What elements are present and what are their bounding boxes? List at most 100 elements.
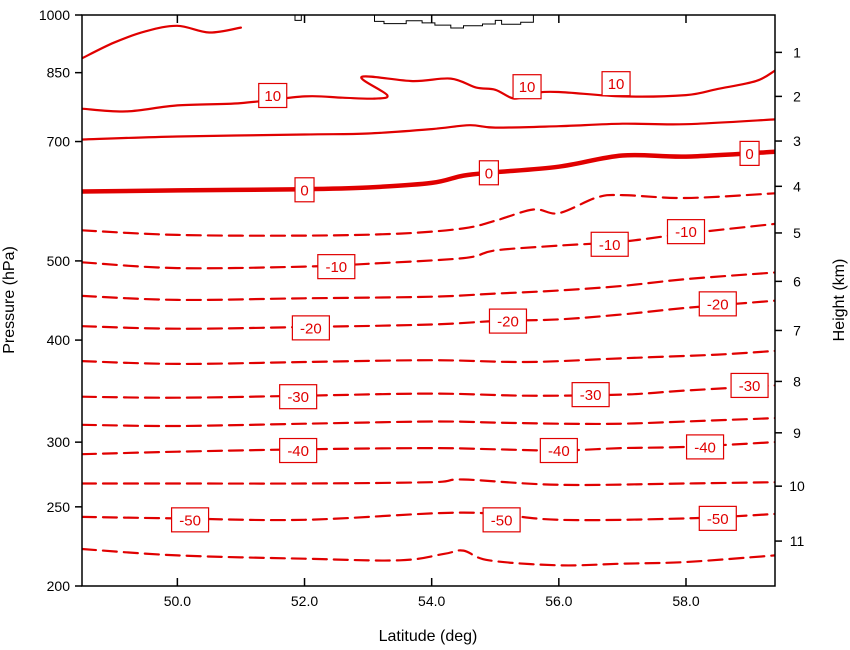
contour-label-text: -40 (548, 443, 570, 460)
contour-label-box (698, 291, 737, 317)
contour-label-text: -10 (599, 237, 621, 254)
y-tick-label: 400 (47, 332, 71, 348)
x-axis-title: Latitude (deg) (379, 628, 478, 645)
contour-line (82, 149, 775, 194)
contour-line (82, 299, 775, 330)
contour-label-box (666, 219, 706, 245)
contour-label: -10 (666, 219, 706, 245)
contour-label-box (571, 382, 610, 408)
contour-labels: -50 -50 -50 -40 -40 -40 -30 -30 -30 -20 -20 -20 -10 -… (170, 71, 769, 533)
y-tick-label: 850 (47, 65, 71, 81)
contour-line (82, 118, 775, 141)
contour-label-box (482, 507, 521, 533)
contour-label-box (294, 177, 315, 203)
contour-label: -30 (279, 384, 318, 410)
contour-label-box (590, 231, 629, 257)
plot-frame (81, 14, 776, 587)
contour-label-text: -20 (707, 296, 729, 313)
contour-label-text: -30 (580, 387, 602, 404)
right-tick-label: 4 (793, 178, 801, 194)
contour-label: -30 (571, 382, 610, 408)
contour-line (82, 417, 775, 428)
contour-label-text: 10 (264, 88, 281, 105)
contour-line (82, 24, 242, 60)
contour-line (82, 222, 775, 270)
right-tick-label: 1 (793, 44, 801, 60)
right-axis-title: Height (km) (831, 259, 848, 342)
contour-label: 10 (258, 82, 288, 109)
x-tick-label: 54.0 (418, 593, 445, 609)
contour-label: -40 (279, 437, 318, 464)
contour-label-box (539, 437, 578, 464)
contour-label: 0 (478, 160, 499, 186)
x-tick-label: 56.0 (545, 593, 572, 609)
contour-label-text: -50 (491, 512, 513, 529)
x-tick-label: 50.0 (164, 593, 191, 609)
right-tick-label: 6 (793, 273, 801, 289)
contour-line (82, 192, 775, 237)
contour-label: 10 (601, 71, 631, 97)
contour-label-text: -10 (325, 259, 347, 276)
contour-label: -10 (317, 254, 356, 280)
contour-label-box (279, 384, 318, 410)
contour-label-text: -20 (497, 314, 519, 331)
contour-label-box (512, 74, 542, 100)
contour-label: 0 (294, 177, 315, 203)
contour-label: -50 (482, 507, 521, 533)
contour-label: -10 (590, 231, 629, 257)
contour-label: -40 (685, 434, 725, 460)
terrain-outline (294, 15, 534, 29)
contour-label-box (279, 437, 318, 464)
right-tick-label: 3 (793, 133, 801, 149)
contour-label-box (258, 82, 288, 109)
contour-label-text: -30 (287, 389, 309, 406)
contour-line (82, 547, 775, 567)
right-tick-label: 2 (793, 88, 801, 104)
contour-label: -50 (170, 507, 210, 533)
contour-label: 0 (739, 140, 760, 166)
contour-label: -30 (730, 372, 769, 399)
contour-label: -20 (488, 308, 528, 334)
contour-label-box (170, 507, 210, 533)
contour-label-text: -20 (300, 320, 322, 337)
temperature-contours (82, 24, 775, 567)
contour-label: -40 (539, 437, 578, 464)
contour-label-text: 10 (519, 79, 536, 96)
contour-label-text: 0 (300, 182, 308, 199)
contour-label-text: -40 (694, 439, 716, 456)
contour-label-text: 10 (608, 76, 625, 93)
y-tick-label: 250 (47, 499, 71, 515)
terrain-line (294, 15, 534, 29)
contour-label: 10 (512, 74, 542, 100)
y-axis-title: Pressure (hPa) (1, 246, 18, 354)
right-tick-label: 10 (789, 478, 805, 494)
contour-label: -50 (698, 505, 737, 531)
right-tick-label: 5 (793, 225, 801, 241)
contour-label: -20 (291, 315, 330, 341)
contour-label-text: -50 (707, 511, 729, 528)
x-tick-label: 58.0 (672, 593, 699, 609)
contour-label-text: -10 (675, 224, 697, 241)
contour-label-text: -30 (739, 378, 761, 395)
contour-label-box (478, 160, 499, 186)
contour-label-box (601, 71, 631, 97)
right-tick-label: 8 (793, 373, 801, 389)
contour-label-box (739, 140, 760, 166)
contour-label-box (698, 505, 737, 531)
contour-label-box (488, 308, 528, 334)
contour-label-text: 0 (485, 165, 493, 182)
contour-label: -20 (698, 291, 737, 317)
y-tick-label: 700 (47, 134, 71, 150)
x-tick-label: 52.0 (291, 593, 318, 609)
contour-line (82, 271, 775, 302)
contour-line (82, 349, 775, 366)
contour-label-box (291, 315, 330, 341)
contour-label-text: -40 (287, 443, 309, 460)
right-tick-label: 7 (793, 322, 801, 338)
contour-label-box (317, 254, 356, 280)
right-tick-label: 11 (790, 533, 805, 549)
contour-line (82, 478, 775, 487)
contour-label-box (685, 434, 725, 460)
contour-label-box (730, 372, 769, 399)
